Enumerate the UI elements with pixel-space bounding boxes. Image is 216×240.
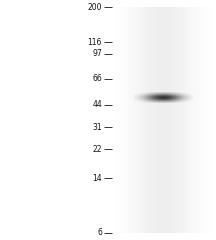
Text: 116: 116	[87, 38, 102, 47]
Text: 44: 44	[92, 100, 102, 109]
Text: 22: 22	[92, 145, 102, 154]
Text: 66: 66	[92, 74, 102, 83]
Text: 200: 200	[87, 3, 102, 12]
Text: 6: 6	[97, 228, 102, 237]
Text: 14: 14	[92, 174, 102, 183]
Text: 97: 97	[92, 49, 102, 58]
Text: 31: 31	[92, 123, 102, 132]
Text: kDa: kDa	[84, 0, 102, 1]
